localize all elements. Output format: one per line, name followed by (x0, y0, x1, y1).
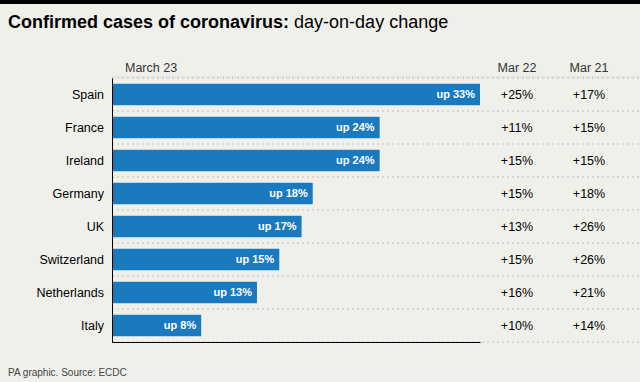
y-tick-label: Germany (53, 187, 105, 201)
row-separator (112, 243, 640, 244)
bars (112, 84, 480, 336)
data-label: up 24% (336, 154, 375, 166)
plot: up 33% up 24% up 24% up 18% up 17% up 15% up 1… (37, 78, 640, 343)
y-axis: Spain France Ireland Germany UK Switzerland Ne… (37, 79, 113, 343)
column-value: +14% (573, 319, 605, 333)
column-value: +17% (573, 88, 605, 102)
x-axis-line (113, 342, 481, 343)
row-separator (112, 78, 640, 79)
y-tick: Italy (81, 319, 112, 333)
y-tick: UK (87, 220, 112, 234)
bar (112, 282, 257, 303)
y-tick-label: Netherlands (37, 286, 104, 300)
row-separator (112, 144, 640, 145)
column-value: +16% (501, 286, 533, 300)
row-separator (112, 177, 640, 178)
y-tick-label: Spain (72, 88, 104, 102)
column-value: +15% (501, 154, 533, 168)
y-tick-label: France (65, 121, 104, 135)
data-label: up 17% (258, 220, 297, 232)
row-separator (112, 309, 640, 310)
column-value: +15% (573, 121, 605, 135)
row-separator (112, 111, 640, 112)
column-value: +13% (501, 220, 533, 234)
y-tick-label: UK (87, 220, 105, 234)
data-label: up 8% (164, 319, 197, 331)
y-tick-label: Switzerland (39, 253, 104, 267)
column-value: +26% (573, 220, 605, 234)
bar (112, 150, 380, 171)
column-header: Mar 21 (570, 61, 609, 75)
bar (112, 315, 201, 336)
source: PA graphic. Source: ECDC (8, 367, 127, 378)
column-header: Mar 22 (498, 61, 537, 75)
value-column: +25% +11% +15% +15% +13% +15% +16% +10% (501, 88, 533, 333)
column-value: +18% (573, 187, 605, 201)
column-value: +21% (573, 286, 605, 300)
data-label: up 33% (436, 88, 475, 100)
y-tick-label: Ireland (66, 154, 104, 168)
data-label: up 24% (336, 121, 375, 133)
data-label: up 15% (236, 253, 275, 265)
data-label: up 13% (213, 286, 252, 298)
row-separator (112, 210, 640, 211)
y-tick-label: Italy (81, 319, 105, 333)
column-value: +26% (573, 253, 605, 267)
column-header: March 23 (125, 61, 177, 75)
column-value: +10% (501, 319, 533, 333)
title-bold: Confirmed cases of coronavirus: (8, 12, 289, 32)
x-axis (113, 342, 481, 343)
labels: up 33% up 24% up 24% up 18% up 17% up 15% up 1… (164, 88, 475, 331)
bar (112, 216, 302, 237)
background (0, 0, 640, 382)
row-separator (112, 342, 640, 343)
row-separators (112, 78, 640, 342)
header-separator (112, 77, 640, 78)
value-column: +17% +15% +15% +18% +26% +26% +21% +14% (573, 88, 605, 333)
bar (112, 84, 480, 105)
top-border (0, 0, 640, 4)
y-tick: Spain (72, 88, 112, 102)
column-value: +15% (501, 253, 533, 267)
y-tick: Germany (53, 187, 112, 201)
column-value: +11% (501, 121, 532, 135)
column-value: +15% (501, 187, 533, 201)
bar (112, 249, 279, 270)
title: Confirmed cases of coronavirus:day-on-da… (8, 12, 448, 32)
y-tick: Switzerland (39, 253, 112, 267)
column-value: +25% (501, 88, 533, 102)
y-tick: Netherlands (37, 286, 112, 300)
y-tick: Ireland (66, 154, 112, 168)
y-tick: France (65, 121, 112, 135)
column-value: +15% (573, 154, 605, 168)
y-axis-line (112, 79, 113, 343)
chart: Confirmed cases of coronavirus:day-on-da… (0, 0, 640, 382)
row-separator (112, 276, 640, 277)
data-label: up 18% (269, 187, 308, 199)
bar (112, 117, 380, 138)
title-regular: day-on-day change (294, 12, 448, 32)
bar (112, 183, 313, 204)
